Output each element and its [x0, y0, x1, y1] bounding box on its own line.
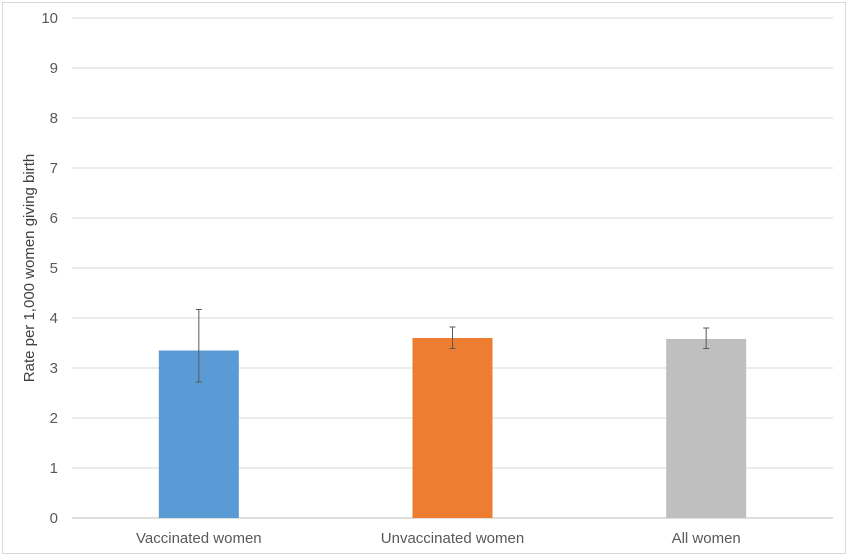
x-tick-label: Unvaccinated women [381, 530, 524, 547]
y-tick-label: 4 [50, 310, 58, 327]
bars [158, 338, 747, 518]
y-tick-label: 9 [50, 60, 58, 77]
y-tick-label: 3 [50, 360, 58, 377]
bar-all-women [666, 339, 747, 518]
error-bars [195, 309, 710, 383]
x-tick-label: All women [672, 530, 741, 547]
y-axis-ticks: 0 1 2 3 4 5 6 7 8 9 10 [41, 10, 58, 527]
x-axis-ticks: Vaccinated women Unvaccinated women All wo… [136, 530, 741, 547]
y-axis-title: Rate per 1,000 women giving birth [21, 154, 38, 382]
y-tick-label: 10 [41, 10, 58, 27]
y-tick-label: 8 [50, 110, 58, 127]
y-tick-label: 1 [50, 460, 58, 477]
y-tick-label: 5 [50, 260, 58, 277]
y-tick-label: 2 [50, 410, 58, 427]
y-tick-label: 6 [50, 210, 58, 227]
y-tick-label: 7 [50, 160, 58, 177]
x-tick-label: Vaccinated women [136, 530, 262, 547]
y-tick-label: 0 [50, 510, 58, 527]
bar-unvaccinated-women [412, 338, 493, 518]
